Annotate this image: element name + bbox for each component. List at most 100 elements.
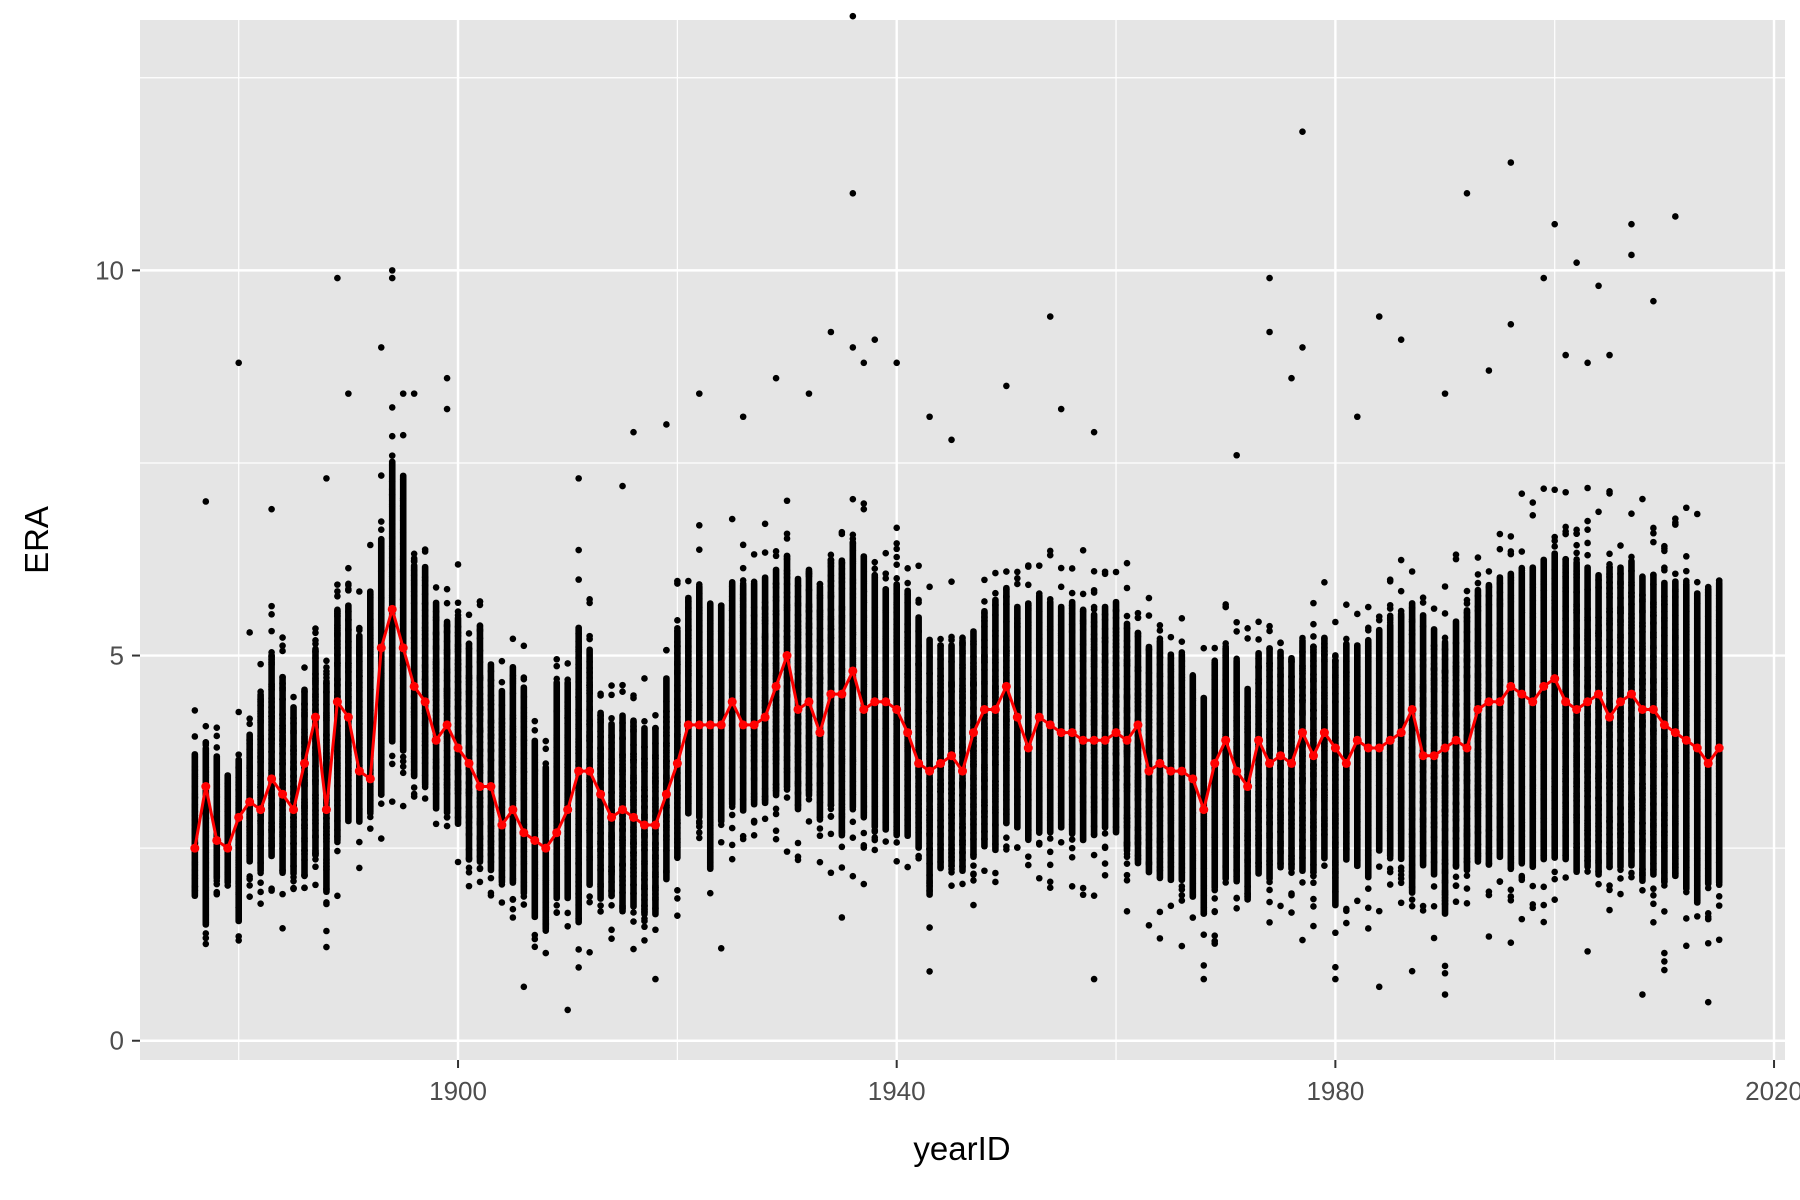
- data-point: [465, 630, 473, 637]
- data-point: [619, 681, 626, 689]
- data-point: [410, 555, 418, 562]
- data-point: [630, 918, 637, 925]
- data-point-band: [685, 594, 692, 817]
- data-point: [542, 745, 550, 753]
- data-point: [685, 577, 692, 585]
- data-point: [509, 635, 517, 643]
- data-point: [213, 744, 221, 751]
- data-point: [772, 805, 780, 813]
- data-point: [728, 515, 736, 523]
- data-point: [410, 784, 418, 791]
- data-point: [641, 675, 648, 682]
- plot-panel: [140, 20, 1785, 1060]
- data-point: [323, 657, 330, 665]
- data-point: [312, 637, 319, 644]
- data-point: [904, 579, 911, 587]
- data-point: [279, 642, 286, 649]
- data-point-band: [432, 599, 440, 812]
- data-point: [268, 627, 275, 635]
- data-point-band: [213, 753, 221, 882]
- data-point-band: [377, 536, 385, 798]
- data-point-band: [750, 580, 758, 808]
- data-point: [783, 848, 791, 855]
- data-point: [575, 546, 582, 554]
- data-point: [334, 592, 341, 600]
- data-point: [356, 624, 363, 632]
- data-point: [838, 530, 846, 538]
- data-point: [871, 558, 879, 566]
- data-point: [235, 933, 242, 940]
- data-point: [235, 708, 242, 716]
- data-point: [750, 551, 758, 558]
- data-point: [301, 664, 308, 671]
- data-point: [377, 526, 385, 533]
- data-point: [882, 575, 890, 582]
- data-point-band: [728, 580, 736, 808]
- data-point: [739, 564, 747, 572]
- data-point: [531, 931, 539, 939]
- data-point: [553, 655, 561, 663]
- data-point: [575, 576, 582, 583]
- data-point: [937, 635, 944, 643]
- data-point: [257, 879, 264, 887]
- data-point: [696, 823, 703, 830]
- data-point: [575, 964, 582, 971]
- data-point: [388, 752, 396, 760]
- data-point: [399, 753, 407, 761]
- data-point: [696, 829, 703, 836]
- data-point: [520, 642, 528, 650]
- data-point: [674, 580, 681, 587]
- data-point: [696, 521, 703, 529]
- data-point: [882, 838, 890, 845]
- data-point: [257, 888, 264, 896]
- data-point: [893, 524, 900, 532]
- data-point: [871, 565, 879, 572]
- data-point-band: [520, 684, 528, 897]
- data-point-band: [739, 582, 747, 814]
- data-point: [772, 835, 780, 843]
- data-point: [849, 531, 857, 539]
- data-point: [213, 890, 221, 898]
- data-point: [893, 561, 900, 569]
- data-point: [388, 432, 396, 440]
- data-point: [915, 562, 922, 570]
- data-point: [476, 878, 484, 886]
- data-point: [520, 674, 528, 681]
- data-point-band: [301, 686, 308, 879]
- data-point: [597, 902, 604, 909]
- data-point: [246, 893, 253, 900]
- data-point-band: [904, 587, 911, 840]
- data-point: [717, 838, 725, 846]
- data-point-band: [915, 614, 922, 851]
- data-point: [542, 737, 550, 745]
- data-point-band: [465, 640, 473, 863]
- data-point: [301, 884, 308, 892]
- data-point: [498, 899, 506, 906]
- data-point: [476, 601, 484, 609]
- data-point: [893, 545, 900, 553]
- data-point: [356, 864, 363, 872]
- data-point: [279, 647, 286, 655]
- data-point: [410, 550, 418, 558]
- data-point: [838, 864, 846, 871]
- data-point-band: [706, 600, 714, 873]
- data-point-band: [509, 664, 517, 886]
- data-point: [761, 549, 769, 556]
- data-point-band: [498, 687, 506, 886]
- data-point: [520, 901, 528, 908]
- data-point-band: [410, 562, 418, 780]
- data-point: [235, 751, 242, 758]
- data-point: [849, 495, 857, 503]
- data-point: [268, 885, 275, 892]
- data-point-band: [882, 586, 890, 833]
- data-point: [728, 824, 736, 832]
- data-point: [257, 900, 264, 907]
- data-point-band: [224, 772, 232, 886]
- data-point: [312, 629, 319, 637]
- data-point: [246, 873, 253, 880]
- data-point-band: [717, 602, 725, 825]
- data-point: [794, 853, 802, 861]
- data-point: [290, 693, 297, 701]
- data-point: [345, 587, 352, 594]
